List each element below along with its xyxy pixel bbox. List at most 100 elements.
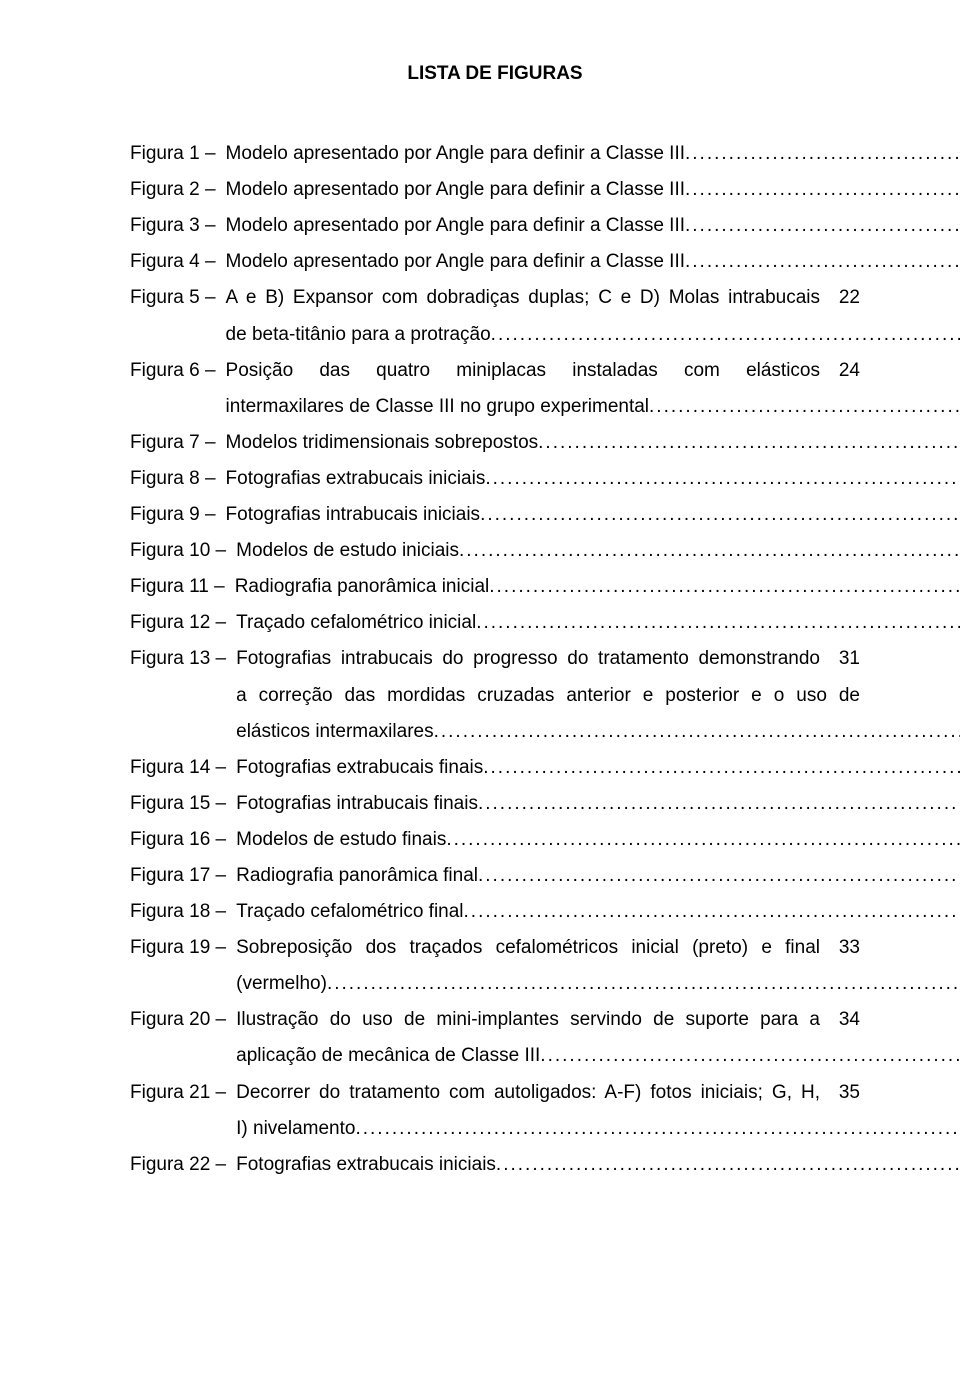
figure-description: elásticos intermaxilares................… <box>236 714 960 750</box>
leader-dots: ........................................… <box>685 244 960 280</box>
figure-description: de beta-titânio para a protração........… <box>226 317 960 353</box>
figure-text: Fotografias intrabucais iniciais <box>226 497 481 533</box>
figure-description: Fotografias intrabucais finais..........… <box>236 786 960 822</box>
figure-label: Figura 3 – <box>130 208 226 244</box>
figure-entry: Figura 6 –intermaxilares de Classe III n… <box>130 389 860 425</box>
leader-dots: ........................................… <box>489 569 960 605</box>
figure-entry: Figura 20 –Ilustração do uso de mini-imp… <box>130 1002 860 1038</box>
figure-entry: Figura 13 –elásticos intermaxilares.....… <box>130 714 860 750</box>
figure-text: Traçado cefalométrico final <box>236 894 463 930</box>
figure-label: Figura 11 – <box>130 569 235 605</box>
figure-description: Modelos de estudo iniciais..............… <box>236 533 960 569</box>
figure-text: Radiografia panorâmica final <box>236 858 478 894</box>
figure-entry: Figura 21 –I) nivelamento...............… <box>130 1111 860 1147</box>
leader-dots: ........................................… <box>685 208 960 244</box>
figure-text: Modelos de estudo finais <box>236 822 446 858</box>
figure-description: Traçado cefalométrico final.............… <box>236 894 960 930</box>
leader-dots: ........................................… <box>478 786 960 822</box>
leader-dots: ........................................… <box>491 317 960 353</box>
leader-dots: ........................................… <box>685 136 960 172</box>
figure-label: Figura 21 – <box>130 1075 236 1111</box>
leader-dots: ........................................… <box>464 894 960 930</box>
page-number: 35 <box>820 1075 860 1111</box>
figure-entry: Figura 21 –Decorrer do tratamento com au… <box>130 1075 860 1111</box>
figure-text: de beta-titânio para a protração <box>226 317 491 353</box>
leader-dots: ........................................… <box>446 822 960 858</box>
leader-dots: ........................................… <box>480 497 960 533</box>
figure-text: Modelos de estudo iniciais <box>236 533 459 569</box>
figure-entry: Figura 6 –Posição das quatro miniplacas … <box>130 353 860 389</box>
figure-text: Traçado cefalométrico inicial <box>236 605 476 641</box>
figure-label: Figura 19 – <box>130 930 236 966</box>
figure-label: Figura 17 – <box>130 858 236 894</box>
figure-description: Modelo apresentado por Angle para defini… <box>226 244 960 280</box>
page-number: 34 <box>820 1002 860 1038</box>
figure-description: Fotografias extrabucais iniciais........… <box>236 1147 960 1183</box>
figure-label: Figura 15 – <box>130 786 236 822</box>
figure-label: Figura 1 – <box>130 136 226 172</box>
figure-text: I) nivelamento <box>236 1111 355 1147</box>
figure-entry: Figura 4 –Modelo apresentado por Angle p… <box>130 244 860 280</box>
figure-entry: Figura 15 –Fotografias intrabucais finai… <box>130 786 860 822</box>
figure-description: Fotografias intrabucais do progresso do … <box>236 641 860 677</box>
figure-entry: Figura 20 –aplicação de mecânica de Clas… <box>130 1038 860 1074</box>
figure-text: a correção das mordidas cruzadas anterio… <box>236 678 860 714</box>
figure-entry: Figura 18 –Traçado cefalométrico final..… <box>130 894 860 930</box>
leader-dots: ........................................… <box>355 1111 960 1147</box>
figure-text: Ilustração do uso de mini-implantes serv… <box>236 1002 820 1038</box>
figure-label: Figura 9 – <box>130 497 226 533</box>
figure-label: Figura 5 – <box>130 280 226 316</box>
figure-entry: Figura 13 –a correção das mordidas cruza… <box>130 678 860 714</box>
figure-entry: Figura 11 –Radiografia panorâmica inicia… <box>130 569 860 605</box>
figure-label: Figura 22 – <box>130 1147 236 1183</box>
figure-text: Fotografias intrabucais do progresso do … <box>236 641 820 677</box>
figure-description: (vermelho)..............................… <box>236 966 960 1002</box>
figure-label: Figura 8 – <box>130 461 226 497</box>
page-number: 24 <box>820 353 860 389</box>
figure-description: Decorrer do tratamento com autoligados: … <box>236 1075 860 1111</box>
leader-dots: ........................................… <box>538 425 960 461</box>
figure-entry: Figura 1 –Modelo apresentado por Angle p… <box>130 136 860 172</box>
figure-label: Figura 16 – <box>130 822 236 858</box>
figure-entry: Figura 16 –Modelos de estudo finais.....… <box>130 822 860 858</box>
figure-description: a correção das mordidas cruzadas anterio… <box>236 678 860 714</box>
figure-text: Decorrer do tratamento com autoligados: … <box>236 1075 820 1111</box>
figure-label: Figura 12 – <box>130 605 236 641</box>
figure-entry: Figura 5 –A e B) Expansor com dobradiças… <box>130 280 860 316</box>
figure-text: Sobreposição dos traçados cefalométricos… <box>236 930 820 966</box>
figure-description: Fotografias extrabucais iniciais........… <box>226 461 960 497</box>
leader-dots: ........................................… <box>483 750 960 786</box>
figure-text: Fotografias intrabucais finais <box>236 786 478 822</box>
figure-text: A e B) Expansor com dobradiças duplas; C… <box>226 280 820 316</box>
leader-dots: ........................................… <box>476 605 960 641</box>
figure-text: Modelo apresentado por Angle para defini… <box>226 136 685 172</box>
figure-description: aplicação de mecânica de Classe III.....… <box>236 1038 960 1074</box>
figure-text: Fotografias extrabucais finais <box>236 750 483 786</box>
page-title: LISTA DE FIGURAS <box>130 56 860 92</box>
leader-dots: ........................................… <box>685 172 960 208</box>
page-number: 33 <box>820 930 860 966</box>
figure-label: Figura 7 – <box>130 425 226 461</box>
figure-text: Modelo apresentado por Angle para defini… <box>226 172 685 208</box>
figure-text: Modelos tridimensionais sobrepostos <box>226 425 539 461</box>
figure-entry: Figura 3 –Modelo apresentado por Angle p… <box>130 208 860 244</box>
figure-description: Posição das quatro miniplacas instaladas… <box>226 353 860 389</box>
figure-description: intermaxilares de Classe III no grupo ex… <box>226 389 960 425</box>
leader-dots: ........................................… <box>496 1147 960 1183</box>
figure-text: intermaxilares de Classe III no grupo ex… <box>226 389 649 425</box>
figure-text: Posição das quatro miniplacas instaladas… <box>226 353 820 389</box>
figure-text: aplicação de mecânica de Classe III <box>236 1038 540 1074</box>
figure-description: Radiografia panorâmica inicial..........… <box>235 569 960 605</box>
figure-entry: Figura 8 –Fotografias extrabucais inicia… <box>130 461 860 497</box>
figure-description: Modelos de estudo finais................… <box>236 822 960 858</box>
figure-description: I) nivelamento..........................… <box>236 1111 960 1147</box>
figure-description: Sobreposição dos traçados cefalométricos… <box>236 930 860 966</box>
figures-list: Figura 1 –Modelo apresentado por Angle p… <box>130 136 860 1183</box>
figure-description: Fotografias extrabucais finais..........… <box>236 750 960 786</box>
page-container: LISTA DE FIGURAS Figura 1 –Modelo aprese… <box>0 0 960 1393</box>
figure-label: Figura 20 – <box>130 1002 236 1038</box>
figure-entry: Figura 12 –Traçado cefalométrico inicial… <box>130 605 860 641</box>
figure-description: Radiografia panorâmica final............… <box>236 858 960 894</box>
figure-entry: Figura 19 –Sobreposição dos traçados cef… <box>130 930 860 966</box>
figure-entry: Figura 5 –de beta-titânio para a protraç… <box>130 317 860 353</box>
